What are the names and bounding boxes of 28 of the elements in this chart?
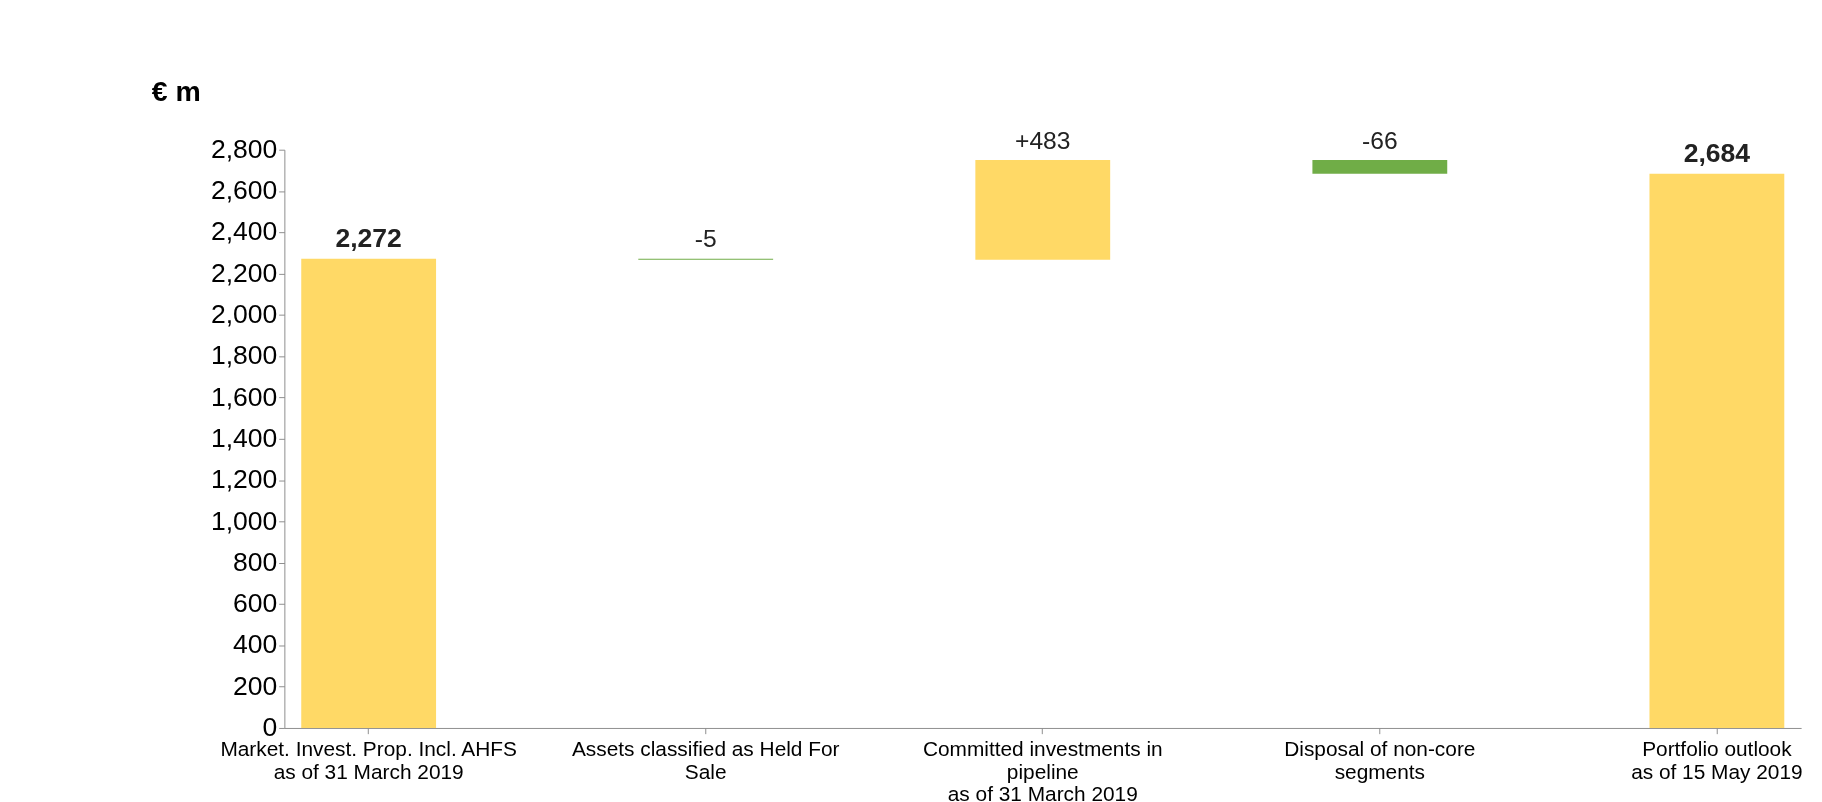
- y-tick-label: 1,600: [210, 381, 278, 412]
- y-tick-label: 2,000: [210, 299, 278, 329]
- y-tick-label: 2,400: [210, 216, 278, 247]
- y-axis-title: € m: [151, 75, 201, 108]
- data-label: 2,684: [1683, 138, 1751, 169]
- data-label: -66: [1362, 126, 1398, 154]
- x-tick-label: Portfolio outlook as of 15 May 2019: [1631, 736, 1803, 783]
- x-tick-label: Assets classified as Held For Sale: [571, 736, 840, 783]
- y-tick-label: 400: [233, 629, 278, 660]
- y-tick-label: 1,200: [210, 464, 278, 495]
- y-tick-label: 2,600: [210, 175, 278, 206]
- y-tick-label: 1,800: [210, 340, 278, 371]
- y-tick-label: 2,200: [210, 257, 278, 288]
- y-tick-label: 1,400: [210, 422, 278, 453]
- data-label: 2,272: [335, 223, 402, 254]
- bar: [1649, 173, 1785, 728]
- bar: [1312, 160, 1448, 174]
- bar: [301, 258, 437, 728]
- bar: [975, 160, 1111, 260]
- y-tick-label: 800: [233, 546, 278, 577]
- y-tick-label: 1,000: [210, 505, 278, 536]
- data-label: +483: [1015, 126, 1071, 154]
- y-tick-label: 2,800: [210, 133, 278, 164]
- y-tick-label: 200: [233, 670, 278, 701]
- y-tick-label: 600: [233, 588, 278, 619]
- data-label: -5: [694, 225, 717, 253]
- x-tick-label: Disposal of non-core segments: [1284, 736, 1476, 783]
- x-tick-label: Committed investments in pipeline as of 31 March 2019: [922, 736, 1163, 802]
